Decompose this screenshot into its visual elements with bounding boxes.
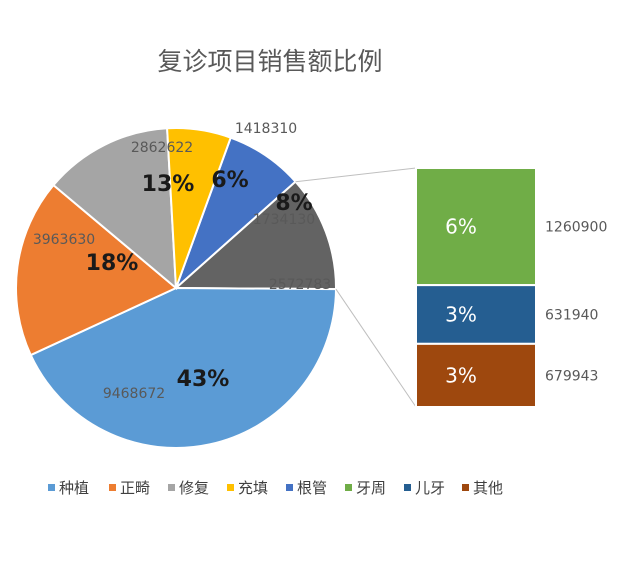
bar-percent-label: 3% — [445, 302, 477, 326]
pie-group: 1734130 2572783 9468672 3963630 2862622 14183… — [15, 121, 338, 449]
legend-item-根管: 根管 — [286, 479, 327, 497]
bar-value-label: 631940 — [545, 307, 598, 323]
bar-segment-儿牙 — [415, 284, 537, 345]
legend-label: 种植 — [59, 479, 89, 497]
legend-label: 其他 — [473, 479, 503, 497]
slice-percent-label: 18% — [86, 251, 139, 276]
pie-slice-其他组合 — [173, 180, 338, 291]
slice-value-label: 1734130 — [253, 212, 315, 228]
slice-percent-label: 13% — [142, 172, 195, 197]
legend-item-种植: 种植 — [48, 479, 89, 497]
legend-item-儿牙: 儿牙 — [404, 479, 445, 497]
legend: 种植 正畸 修复 充填 根管 牙周 儿牙 其他 — [48, 479, 503, 497]
legend-item-其他: 其他 — [462, 479, 503, 497]
pie-slice-修复 — [52, 127, 178, 291]
legend-label: 根管 — [297, 479, 327, 497]
bar-value-label: 1260900 — [545, 220, 607, 236]
slice-percent-label: 6% — [211, 168, 248, 193]
slice-value-label: 3963630 — [33, 232, 95, 248]
connector-lines — [295, 167, 417, 408]
pie-slice-种植 — [29, 286, 338, 449]
connector-line-top — [295, 167, 417, 183]
legend-label: 修复 — [179, 479, 209, 497]
pie-slice-正畸 — [15, 183, 178, 357]
slice-value-label: 9468672 — [103, 386, 165, 402]
legend-item-充填: 充填 — [227, 479, 268, 497]
legend-label: 儿牙 — [415, 479, 445, 497]
slice-percent-label: 8% — [275, 191, 312, 216]
slice-value-label: 2862622 — [131, 140, 193, 156]
bar-percent-label: 3% — [445, 363, 477, 387]
legend-swatch — [404, 484, 411, 491]
breakdown-bar: 6% 1260900 3% 631940 3% 679943 — [415, 167, 607, 408]
legend-item-牙周: 牙周 — [345, 479, 386, 497]
slice-percent-label: 43% — [177, 367, 230, 392]
chart-title: 复诊项目销售额比例 — [157, 47, 382, 76]
bar-value-label: 679943 — [545, 368, 598, 384]
connector-line-bottom — [335, 288, 417, 408]
legend-item-修复: 修复 — [168, 479, 209, 497]
legend-swatch — [48, 484, 55, 491]
legend-swatch — [345, 484, 352, 491]
bar-segment-其他 — [415, 342, 537, 408]
legend-swatch — [462, 484, 469, 491]
legend-label: 牙周 — [356, 479, 386, 497]
bar-percent-label: 6% — [445, 215, 477, 239]
legend-swatch — [168, 484, 175, 491]
legend-swatch — [109, 484, 116, 491]
slice-value-label: 1418310 — [235, 121, 297, 137]
slice-value-label: 2572783 — [269, 277, 331, 293]
legend-swatch — [286, 484, 293, 491]
pie-slice-充填 — [166, 127, 233, 289]
legend-label: 正畸 — [120, 479, 150, 497]
legend-label: 充填 — [238, 479, 268, 497]
legend-swatch — [227, 484, 234, 491]
legend-item-正畸: 正畸 — [109, 479, 150, 497]
